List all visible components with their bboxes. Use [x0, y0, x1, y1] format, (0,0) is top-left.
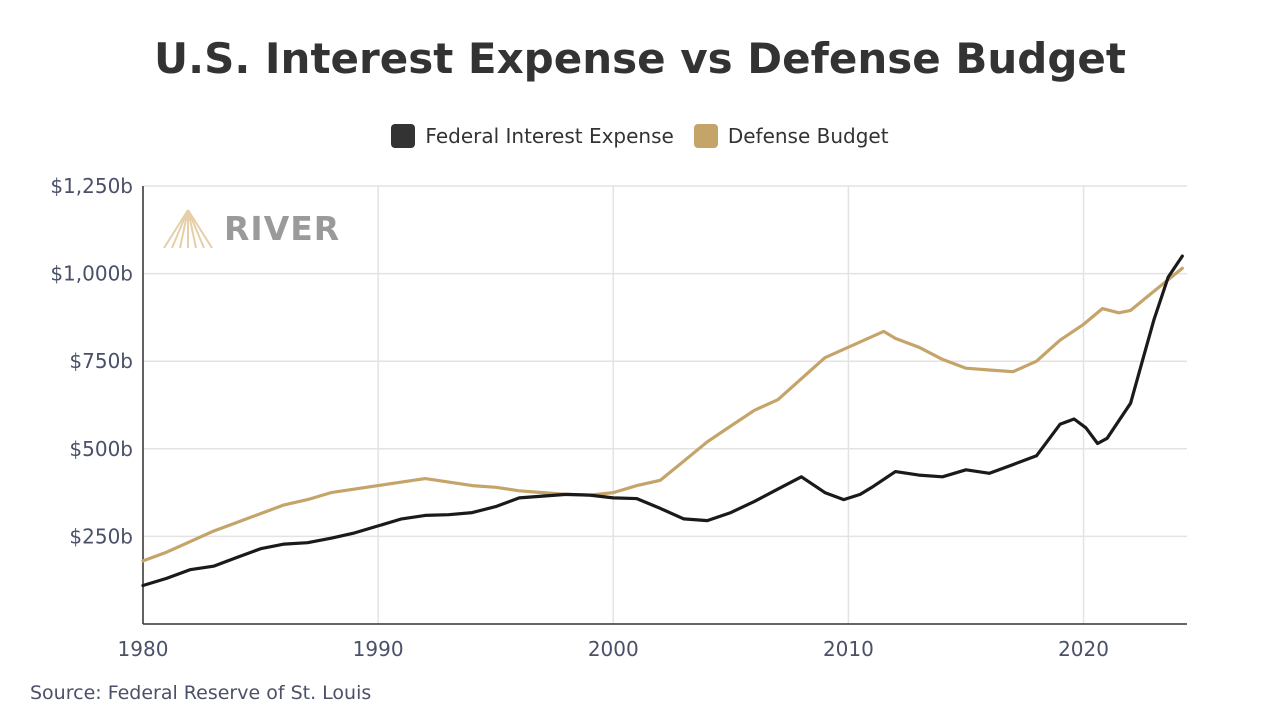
legend: Federal Interest Expense Defense Budget [0, 124, 1280, 148]
series-line-interest-expense [141, 254, 1184, 588]
legend-swatch-interest [391, 124, 416, 148]
legend-swatch-defense [693, 124, 718, 148]
x-tick-label: 1990 [353, 637, 404, 661]
x-tick-label: 2020 [1058, 637, 1109, 661]
legend-item-interest: Federal Interest Expense [391, 124, 674, 148]
river-logo-icon [163, 209, 213, 249]
x-tick-label: 1980 [118, 637, 169, 661]
y-tick-label: $1,250b [50, 174, 133, 198]
y-tick-label: $1,000b [50, 262, 133, 286]
x-tick-label: 2000 [588, 637, 639, 661]
source-note: Source: Federal Reserve of St. Louis [30, 682, 372, 704]
legend-label-interest: Federal Interest Expense [425, 124, 674, 148]
chart-title: U.S. Interest Expense vs Defense Budget [154, 34, 1126, 83]
legend-item-defense: Defense Budget [693, 124, 889, 148]
y-tick-label: $500b [69, 437, 133, 461]
legend-label-defense: Defense Budget [727, 124, 889, 148]
series-line-defense-budget [141, 266, 1184, 563]
x-tick-label: 2010 [823, 637, 874, 661]
y-tick-label: $750b [69, 349, 133, 373]
y-tick-label: $250b [69, 524, 133, 548]
river-watermark: RIVER [224, 209, 341, 248]
